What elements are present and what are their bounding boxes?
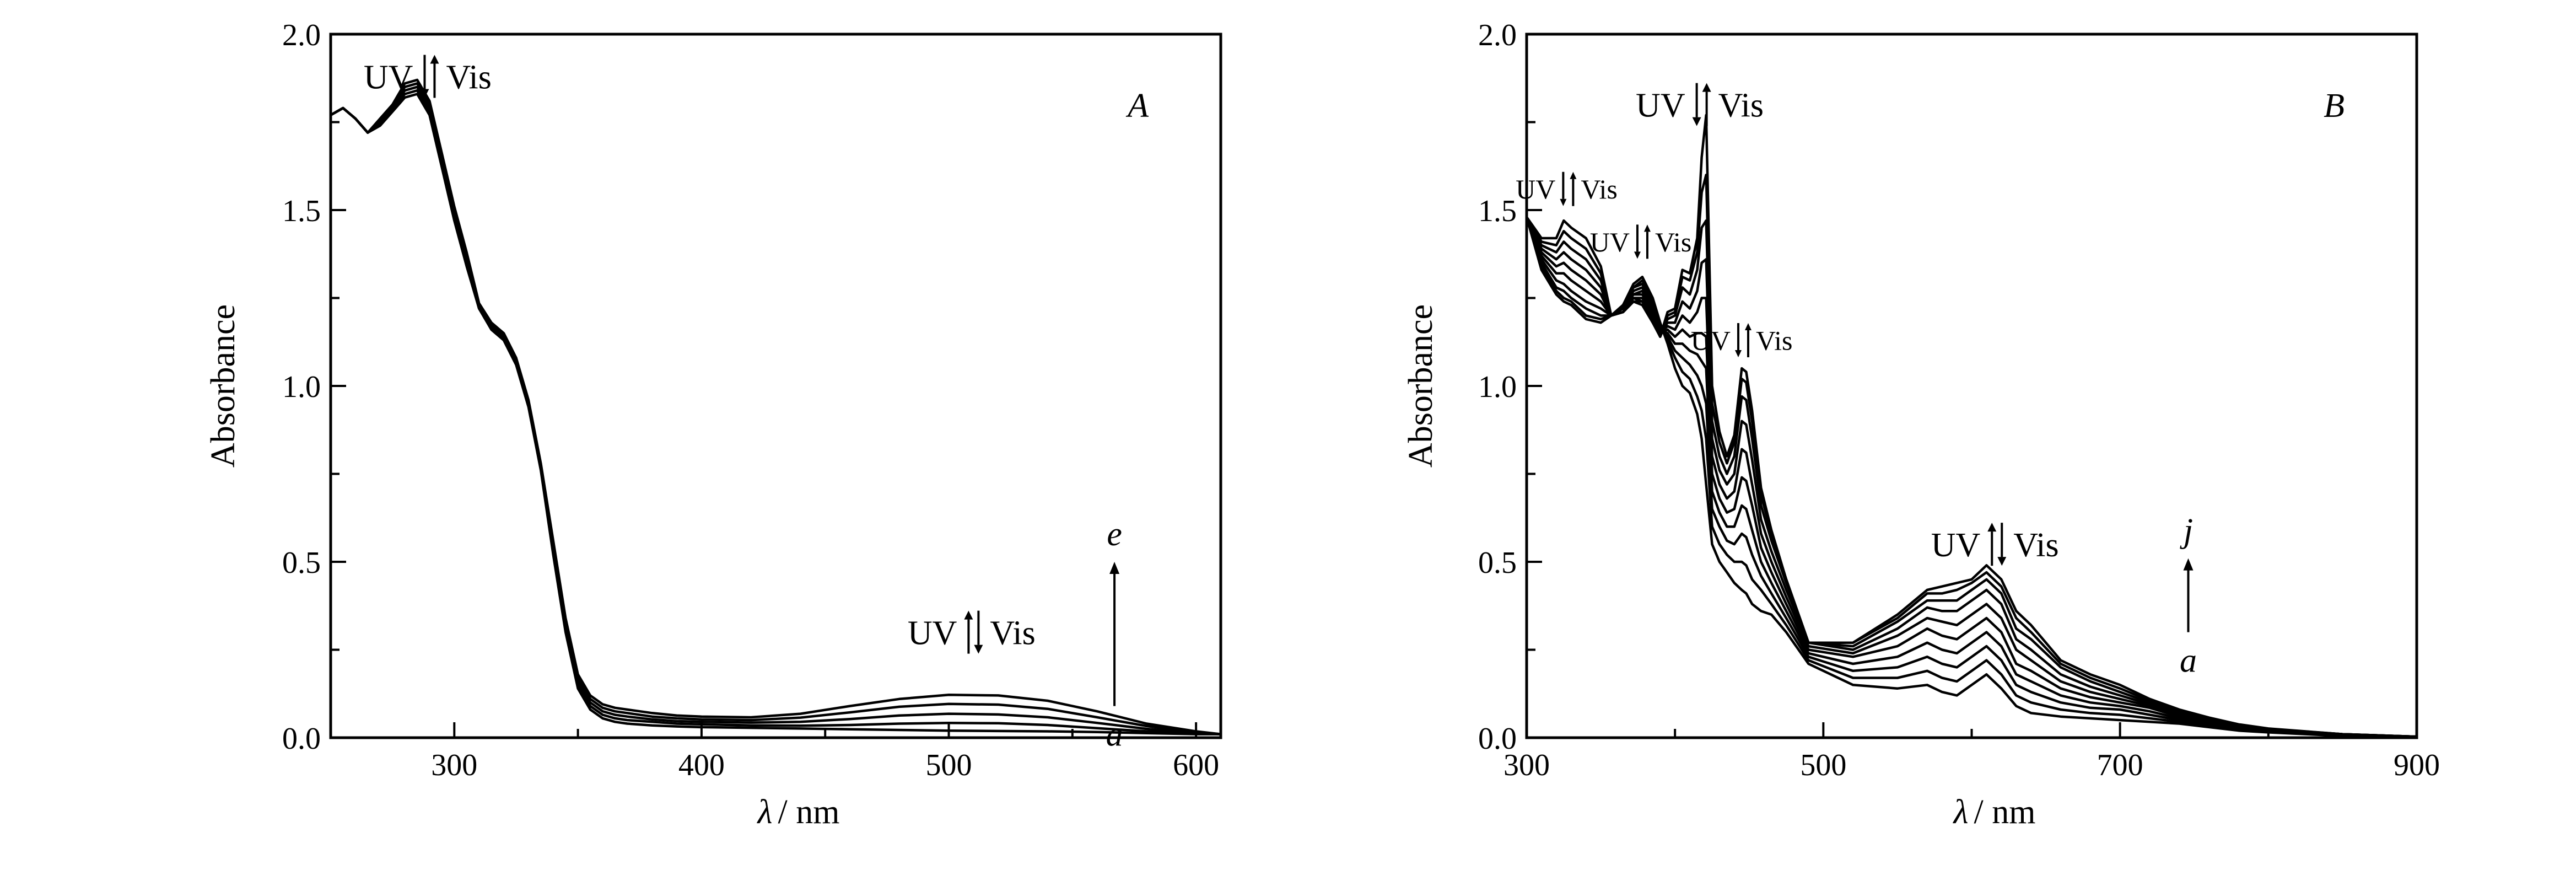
y-tick-label: 0.5 [1478,546,1517,580]
series-line-d [1525,216,2417,738]
annotation-arrow-right-head [1997,557,2007,566]
annotation-arrow-left-head [420,89,429,98]
annotation-uv-label: UV [1691,325,1731,356]
annotation-arrow-left-head [1734,350,1742,358]
series-order-arrow-head [1109,562,1120,574]
series-line-j [1525,114,2417,738]
annotation-arrow-right-head [974,645,983,654]
series-line-e [1525,216,2417,738]
annotation-vis-label: Vis [446,58,491,96]
series-order-arrow-head [2183,558,2194,571]
annotation-vis-label: Vis [1655,227,1691,257]
annotation-uv-label: UV [1516,174,1555,205]
y-tick-label: 1.5 [282,194,321,228]
annotation-uv-label: UV [1931,527,1981,564]
series-line-b [330,89,1221,735]
annotation-uv-label: UV [1636,87,1685,124]
panel-a: 300 400 500 600 0.0 0.5 1.0 1.5 2.0 Absorbance λ / … [204,18,1222,831]
series-line-e [330,78,1221,735]
y-tick-label: 2.0 [282,18,321,52]
y-axis-title: Absorbance [1402,304,1440,468]
x-axis-title-symbol: λ [1953,793,1969,831]
x-tick-label: 600 [1173,748,1219,782]
y-tick-label: 0.0 [1478,722,1517,756]
annotation-vis-label: Vis [1581,174,1617,205]
y-tick-label: 0.0 [282,722,321,756]
annotation-arrow-left-head [1987,523,1997,532]
annotation-arrow-left-head [1692,117,1701,126]
annotation-arrow-left-head [1560,198,1567,206]
annotation-uv-label: UV [908,614,957,652]
y-tick-label: 2.0 [1478,18,1517,52]
annotation-arrow-right-head [1643,224,1651,232]
x-axis-title-symbol: λ [757,793,773,831]
annotation-arrow-right-head [1570,171,1577,179]
annotation-arrow-left-head [1634,251,1641,259]
annotation-arrow-right-head [1744,323,1752,331]
panel-b: 300 500 700 900 0.0 0.5 1.0 1.5 2.0 Absorbance λ / … [1402,18,2440,831]
series-line-c [330,85,1221,735]
series-line-b [1526,216,2417,738]
series-line-d [330,82,1221,735]
panel-label: A [1125,87,1149,125]
annotation-uv-label: UV [1590,227,1630,257]
series-line-a [1526,216,2417,738]
panel-label: B [2324,87,2345,125]
series-line-h [1525,217,2417,738]
annotation-arrow-right-head [1702,83,1711,92]
series-order-end-label: j [2180,512,2193,550]
x-tick-label: 300 [1503,748,1550,782]
annotation-vis-label: Vis [1756,325,1792,356]
y-tick-label: 1.5 [1478,194,1517,228]
x-tick-label: 500 [926,748,972,782]
annotation-vis-label: Vis [2013,527,2058,564]
x-axis-title-unit: / nm [1974,793,2036,831]
x-tick-label: 500 [1800,748,1846,782]
series-line-a [330,93,1221,735]
plot-frame [1525,33,2418,739]
x-tick-label: 900 [2394,748,2440,782]
y-tick-label: 0.5 [282,546,321,580]
annotation-arrow-right-head [430,55,439,64]
annotation-vis-label: Vis [990,614,1035,652]
y-axis-title: Absorbance [204,304,242,468]
x-axis-title-unit: / nm [778,793,840,831]
series-order-start-label: a [1106,716,1123,754]
series-line-g [1525,217,2417,738]
y-tick-label: 1.0 [282,370,321,404]
series-line-f [1525,216,2417,738]
plot-frame [329,33,1222,739]
series-order-end-label: e [1107,516,1122,553]
series-line-i [1525,173,2417,738]
annotation-vis-label: Vis [1718,87,1764,124]
y-tick-label: 1.0 [1478,370,1517,404]
series-line-c [1526,216,2417,738]
x-tick-label: 700 [2097,748,2143,782]
annotation-uv-label: UV [364,58,413,96]
series-order-start-label: a [2180,642,2197,680]
x-tick-label: 300 [431,748,477,782]
annotation-arrow-left-head [964,610,973,620]
x-tick-label: 400 [678,748,725,782]
